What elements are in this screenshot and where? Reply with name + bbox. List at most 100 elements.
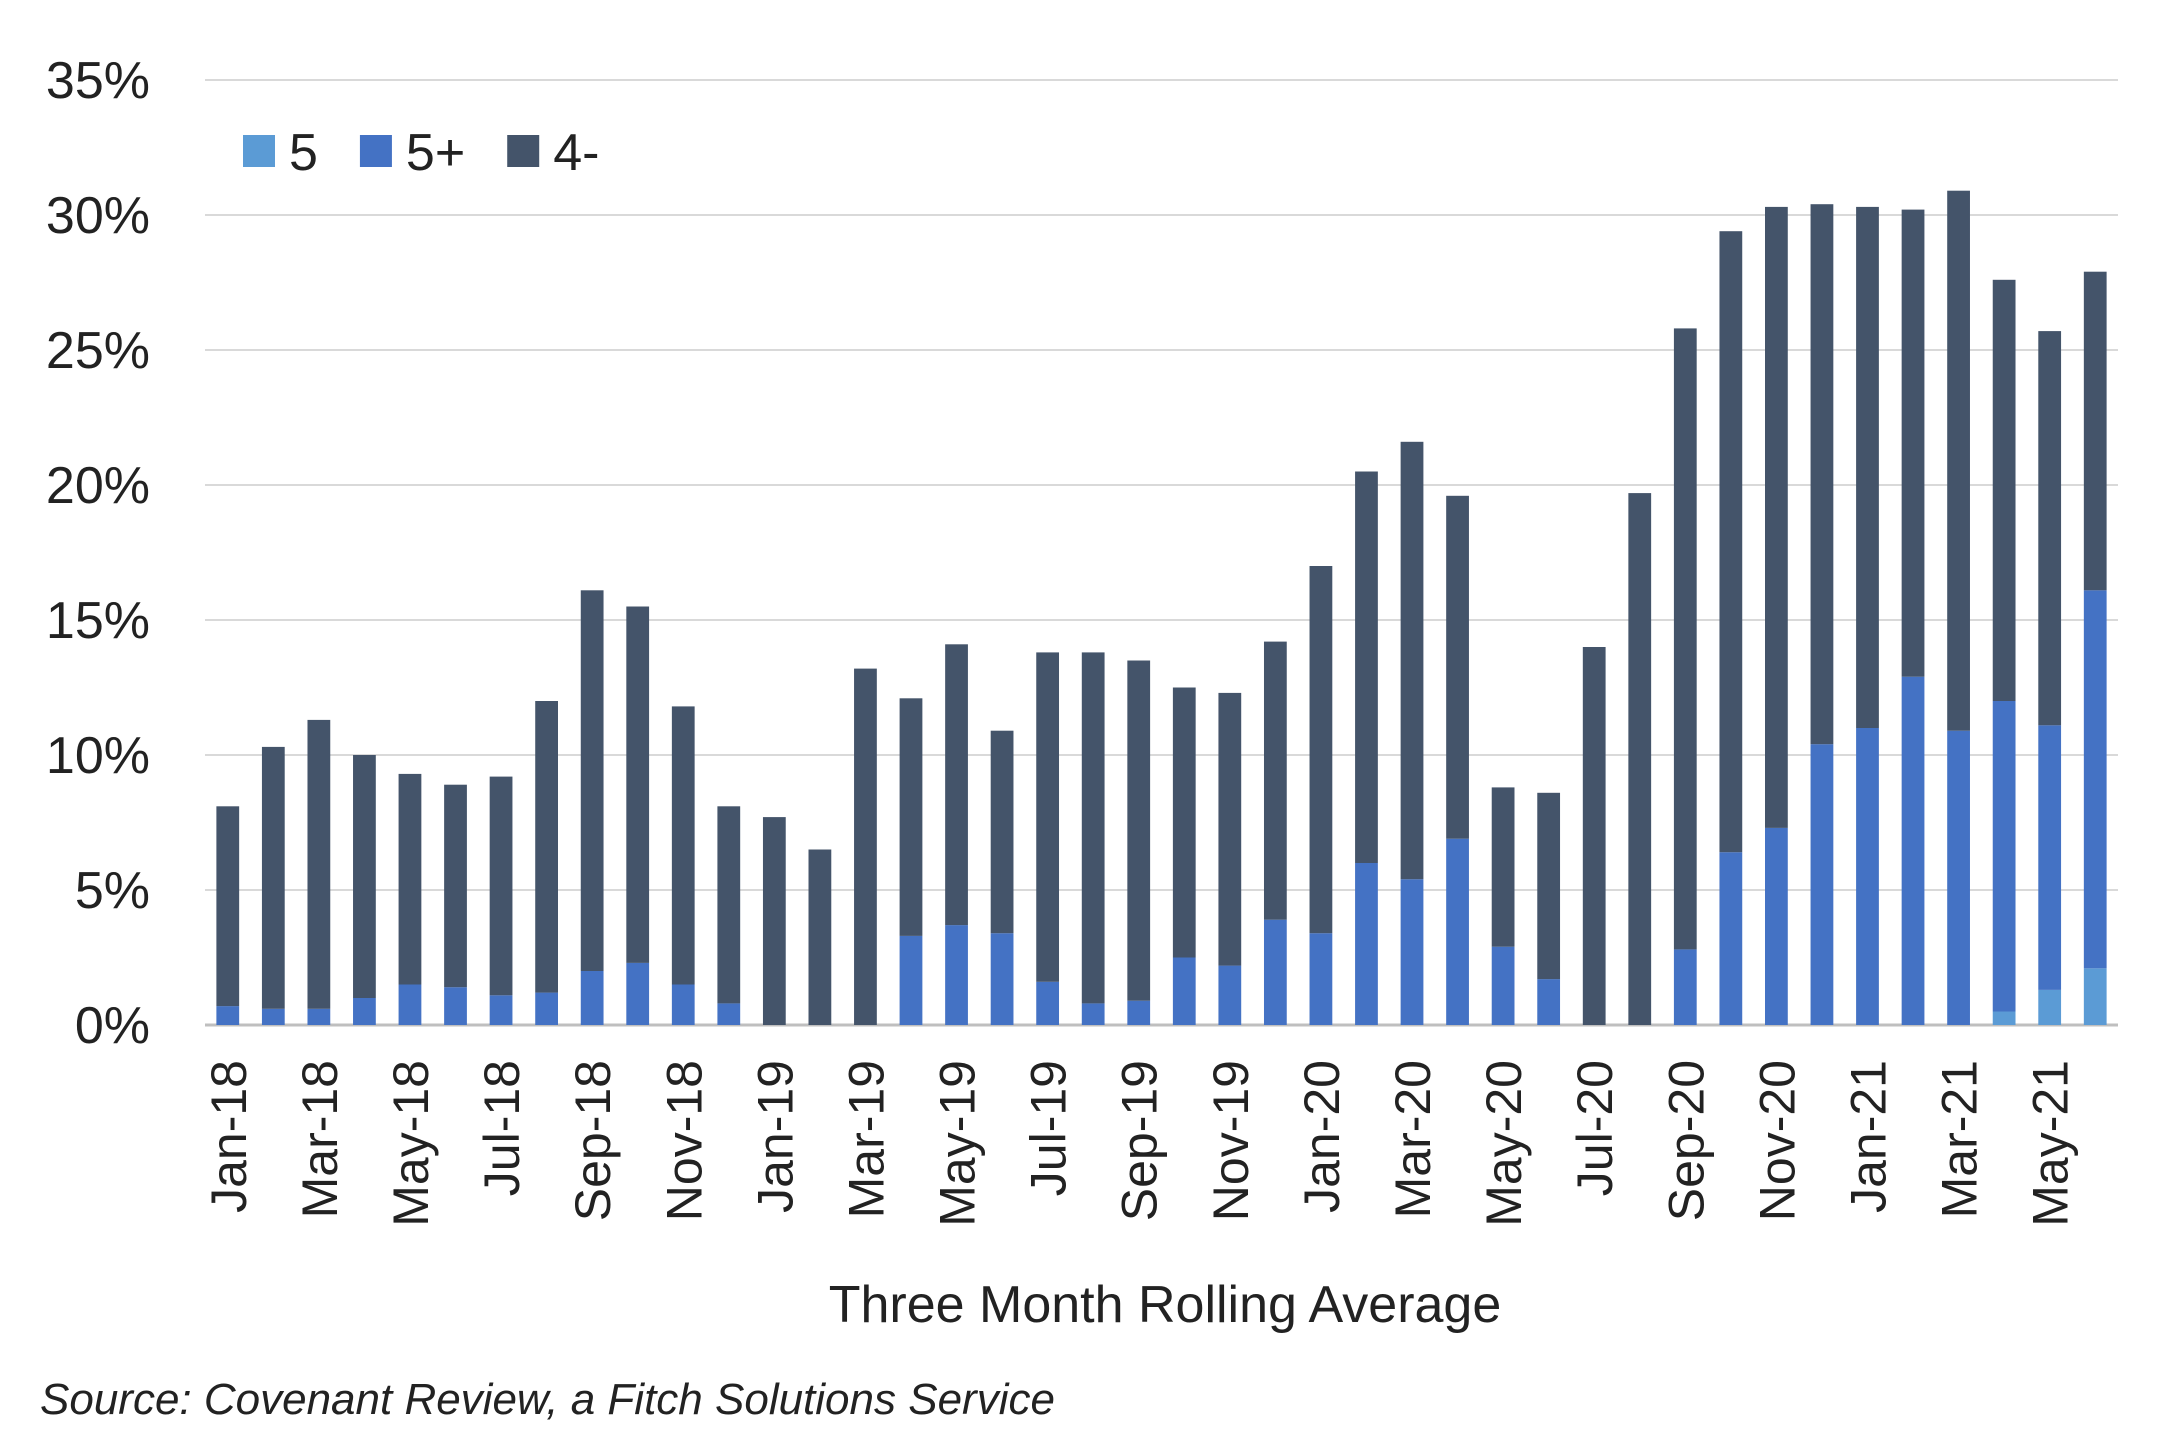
- bar-segment-4-: [1810, 204, 1834, 745]
- source-note: Source: Covenant Review, a Fitch Solutio…: [40, 1375, 1055, 1424]
- y-tick-label: 15%: [46, 592, 150, 650]
- bar-segment-5+: [1901, 676, 1925, 1025]
- x-tick-label: Mar-18: [292, 1060, 348, 1218]
- y-tick-label: 35%: [46, 52, 150, 110]
- bar-segment-4-: [535, 701, 558, 993]
- bar-segment-4-: [1081, 652, 1105, 1004]
- bar-segment-4-: [580, 590, 604, 971]
- y-tick-label: 5%: [75, 862, 150, 920]
- y-tick-label: 20%: [46, 457, 150, 515]
- x-tick-label: May-20: [1476, 1060, 1532, 1227]
- x-tick-label: Jan-19: [747, 1060, 803, 1213]
- bar-segment-5+: [1719, 852, 1743, 1025]
- legend-swatch: [243, 135, 275, 167]
- bar-segment-4-: [945, 644, 968, 926]
- bar-segment-4-: [1127, 660, 1151, 1001]
- bar-segment-5+: [1446, 838, 1469, 1025]
- bar-segment-5+: [1765, 827, 1788, 1025]
- bar-segment-5+: [1947, 730, 1970, 1025]
- bar-segment-5+: [1036, 981, 1060, 1025]
- bar-segment-5: [2083, 968, 2107, 1025]
- bar-segment-5+: [1218, 965, 1242, 1025]
- bar-segment-5+: [489, 995, 513, 1025]
- x-tick-label: Mar-20: [1385, 1060, 1441, 1218]
- x-tick-label: Jan-21: [1840, 1060, 1896, 1213]
- bar-segment-5+: [580, 971, 604, 1025]
- bar-segment-5+: [1172, 957, 1196, 1025]
- bar-segment-4-: [307, 719, 331, 1009]
- bar-segment-4-: [1400, 441, 1424, 880]
- bar-segment-4-: [1537, 792, 1561, 980]
- bar-segment-4-: [1491, 787, 1515, 947]
- bar-segment-5+: [1263, 919, 1287, 1025]
- bar-segment-5+: [1400, 879, 1424, 1025]
- bar-segment-4-: [808, 849, 832, 1025]
- bar-segment-5+: [535, 992, 558, 1025]
- bar-segment-4-: [1947, 190, 1970, 731]
- bar-segment-4-: [1992, 279, 2016, 701]
- x-tick-label: Nov-18: [656, 1060, 712, 1221]
- bar-segment-4-: [717, 806, 741, 1004]
- bar-segment-5+: [216, 1006, 240, 1025]
- x-axis-title: Three Month Rolling Average: [829, 1276, 1502, 1334]
- x-tick-label: May-19: [930, 1060, 986, 1227]
- bar-segment-5+: [1810, 744, 1834, 1025]
- bar-segment-4-: [1036, 652, 1060, 982]
- bar-segment-5+: [671, 984, 695, 1025]
- bar-segment-5+: [1537, 979, 1561, 1025]
- x-tick-label: Mar-21: [1932, 1060, 1988, 1218]
- bar-segment-4-: [626, 606, 650, 963]
- bar-segment-5+: [1673, 949, 1697, 1025]
- bar-segment-5+: [307, 1008, 331, 1025]
- bars: [216, 190, 2107, 1026]
- bar-segment-4-: [2038, 331, 2062, 726]
- bar-segment-4-: [1218, 692, 1242, 966]
- bar-segment-5: [1992, 1011, 2016, 1025]
- bar-segment-4-: [762, 817, 786, 1025]
- bar-segment-5+: [2083, 590, 2107, 969]
- bar-segment-5+: [945, 925, 968, 1025]
- bar-segment-5+: [2038, 725, 2062, 990]
- bar-segment-4-: [1263, 641, 1287, 920]
- bar-segment-5+: [398, 984, 422, 1025]
- x-axis-tick-labels: Jan-18 Mar-18 May-18 Jul-18 Sep-18 Nov-18 Jan-…: [201, 1060, 2079, 1227]
- bar-segment-4-: [1901, 209, 1925, 677]
- x-tick-label: Nov-20: [1749, 1060, 1805, 1221]
- bar-segment-5: [2038, 989, 2062, 1025]
- bar-segment-5+: [1992, 701, 2016, 1012]
- gridlines: [205, 79, 2118, 1027]
- bar-segment-4-: [216, 806, 240, 1007]
- bar-segment-4-: [899, 698, 923, 936]
- bar-segment-4-: [353, 755, 376, 998]
- bar-segment-5+: [1081, 1003, 1105, 1025]
- legend-label: 4-: [553, 124, 599, 182]
- bar-segment-4-: [1765, 206, 1788, 828]
- x-tick-label: Jul-20: [1567, 1060, 1623, 1196]
- y-axis-tick-labels: 0% 5% 10% 15% 20% 25% 30% 35%: [46, 52, 150, 1055]
- bar-segment-4-: [990, 730, 1014, 934]
- x-tick-label: Mar-19: [838, 1060, 894, 1218]
- x-tick-label: Nov-19: [1203, 1060, 1259, 1221]
- x-tick-label: Jan-18: [201, 1060, 257, 1213]
- x-tick-label: May-21: [2023, 1060, 2079, 1227]
- bar-segment-5+: [444, 987, 467, 1025]
- bar-segment-5+: [990, 933, 1014, 1025]
- x-tick-label: Sep-20: [1658, 1060, 1714, 1221]
- bar-segment-5+: [1309, 933, 1333, 1025]
- bar-segment-5+: [353, 998, 376, 1025]
- bar-segment-5+: [717, 1003, 741, 1025]
- bar-segment-5+: [899, 935, 923, 1025]
- bar-segment-4-: [1719, 231, 1743, 853]
- bar-segment-4-: [1446, 495, 1469, 839]
- legend-swatch: [359, 135, 392, 167]
- x-tick-label: Jul-18: [474, 1060, 530, 1196]
- bar-segment-5+: [1856, 728, 1879, 1025]
- legend-swatch: [507, 135, 540, 167]
- bar-segment-4-: [1856, 206, 1879, 728]
- bar-segment-4-: [1582, 647, 1606, 1025]
- bar-segment-5+: [626, 962, 650, 1025]
- bar-segment-4-: [1309, 566, 1333, 934]
- x-tick-label: Jul-19: [1021, 1060, 1077, 1196]
- y-tick-label: 0%: [75, 997, 150, 1055]
